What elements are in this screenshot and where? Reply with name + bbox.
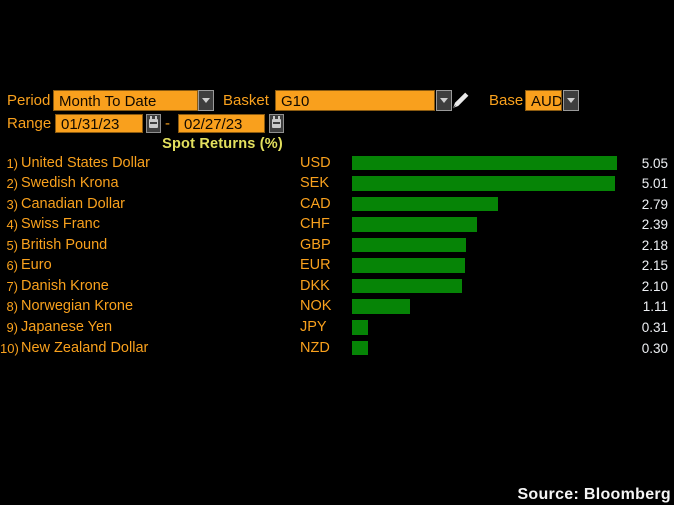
currency-ticker: NOK [300, 298, 332, 315]
base-dropdown-button[interactable] [563, 90, 579, 111]
currency-row[interactable]: 9) Japanese Yen JPY 0.31 [0, 319, 674, 336]
return-bar [352, 176, 615, 191]
row-rank: 5) [6, 237, 18, 253]
currency-ticker: DKK [300, 277, 330, 294]
base-label: Base [489, 92, 524, 109]
return-value: 2.15 [641, 258, 668, 274]
period-select[interactable]: Month To Date [53, 90, 198, 111]
currency-row[interactable]: 7) Danish Krone DKK 2.10 [0, 277, 674, 294]
range-separator: - [165, 115, 170, 132]
return-value: 1.11 [642, 299, 668, 315]
source-credit: Source: Bloomberg [517, 486, 671, 503]
calendar-icon [149, 116, 158, 128]
range-end-input[interactable]: 02/27/23 [178, 114, 265, 133]
return-value: 0.30 [641, 340, 668, 356]
chart-title: Spot Returns (%) [162, 136, 283, 152]
chevron-down-icon [202, 98, 210, 103]
return-bar [352, 278, 463, 294]
return-bar [352, 299, 411, 314]
currency-row[interactable]: 3) Canadian Dollar CAD 2.79 [0, 195, 674, 212]
basket-select[interactable]: G10 [275, 90, 435, 111]
row-rank: 2) [6, 176, 18, 192]
currency-row[interactable]: 8) Norwegian Krone NOK 1.11 [0, 298, 674, 315]
return-value: 5.01 [641, 176, 668, 192]
currency-name: Danish Krone [21, 277, 109, 294]
basket-label: Basket [223, 92, 269, 109]
currency-name: Euro [21, 257, 52, 274]
calendar-icon [272, 116, 281, 128]
chevron-down-icon [440, 98, 448, 103]
return-bar [352, 196, 499, 212]
range-start-input[interactable]: 01/31/23 [55, 114, 143, 133]
currency-row[interactable]: 1) United States Dollar USD 5.05 [0, 154, 674, 171]
currency-ticker: JPY [300, 319, 327, 336]
period-dropdown-button[interactable] [198, 90, 214, 111]
chevron-down-icon [567, 98, 575, 103]
row-rank: 1) [6, 155, 18, 171]
currency-ticker: CHF [300, 216, 330, 233]
pencil-icon[interactable] [451, 90, 471, 110]
row-rank: 10) [0, 340, 19, 356]
return-value: 2.39 [641, 217, 668, 233]
currency-row[interactable]: 4) Swiss Franc CHF 2.39 [0, 216, 674, 233]
currency-ticker: CAD [300, 195, 331, 212]
row-rank: 6) [6, 258, 18, 274]
row-rank: 4) [6, 217, 18, 233]
currency-row[interactable]: 5) British Pound GBP 2.18 [0, 236, 674, 253]
return-value: 2.79 [641, 196, 668, 212]
currency-name: New Zealand Dollar [21, 339, 149, 356]
currency-row[interactable]: 6) Euro EUR 2.15 [0, 257, 674, 274]
return-bar [352, 340, 368, 356]
currency-ticker: EUR [300, 257, 331, 274]
currency-name: United States Dollar [21, 154, 150, 171]
currency-ticker: NZD [300, 339, 330, 356]
range-start-calendar-button[interactable] [146, 114, 161, 133]
period-label: Period [7, 92, 51, 109]
currency-ticker: GBP [300, 236, 331, 253]
currency-ticker: SEK [300, 175, 330, 192]
row-rank: 9) [6, 320, 18, 336]
return-value: 5.05 [641, 155, 668, 171]
return-bar [352, 320, 369, 335]
currency-row[interactable]: 10) New Zealand Dollar NZD 0.30 [0, 339, 674, 356]
currency-ticker: USD [300, 154, 331, 171]
return-value: 0.31 [641, 320, 668, 336]
row-rank: 8) [6, 299, 18, 315]
row-rank: 3) [6, 196, 18, 212]
currency-name: British Pound [21, 236, 108, 253]
currency-row[interactable]: 2) Swedish Krona SEK 5.01 [0, 175, 674, 192]
return-bar [352, 217, 478, 232]
currency-name: Norwegian Krone [21, 298, 134, 315]
return-value: 2.18 [641, 237, 668, 253]
base-select[interactable]: AUD [525, 90, 562, 111]
currency-name: Swedish Krona [21, 175, 119, 192]
currency-name: Japanese Yen [21, 319, 113, 336]
range-label: Range [7, 115, 52, 132]
currency-name: Canadian Dollar [21, 195, 125, 212]
range-end-calendar-button[interactable] [269, 114, 284, 133]
basket-dropdown-button[interactable] [436, 90, 452, 111]
return-bar [352, 155, 617, 170]
currency-name: Swiss Franc [21, 216, 100, 233]
return-bar [352, 237, 467, 253]
return-bar [352, 258, 465, 273]
return-value: 2.10 [641, 278, 668, 294]
row-rank: 7) [6, 278, 18, 294]
